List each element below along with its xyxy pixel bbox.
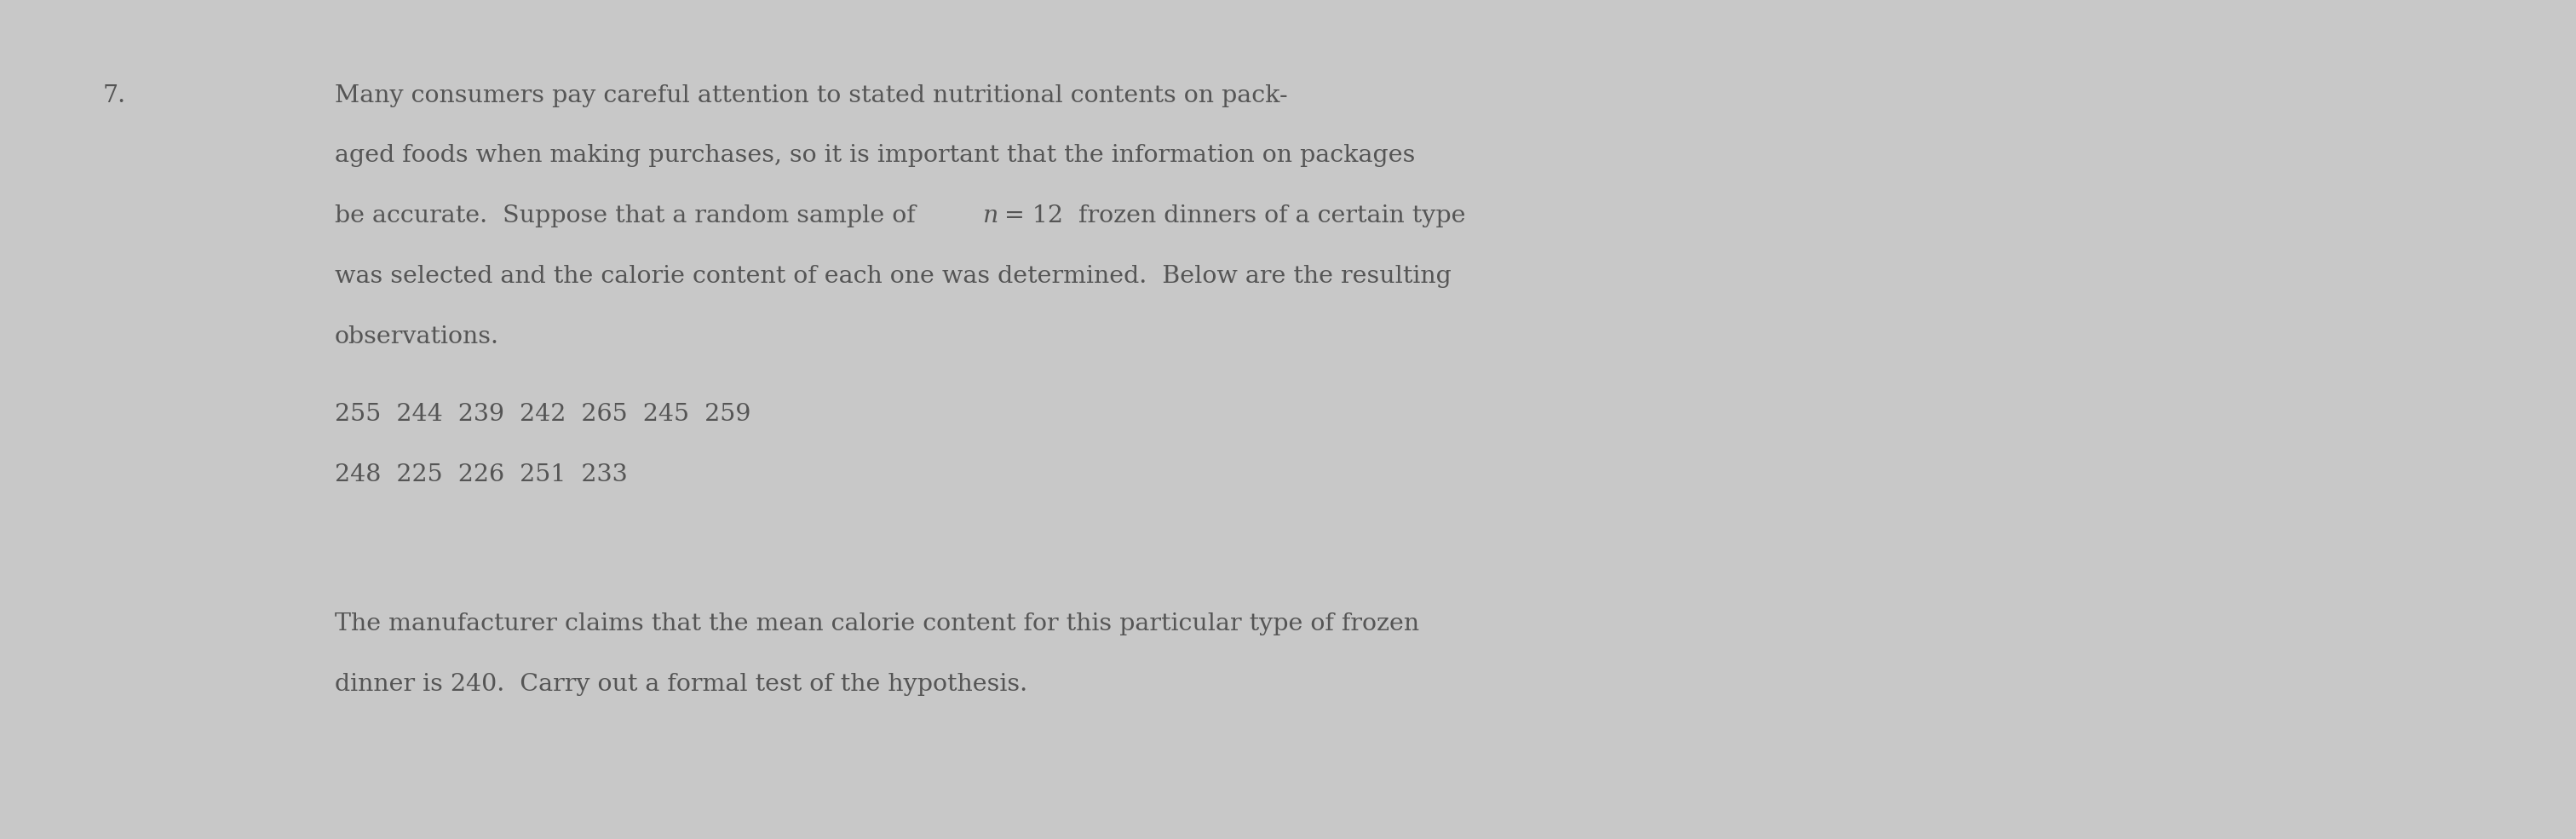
Text: 255  244  239  242  265  245  259: 255 244 239 242 265 245 259	[335, 403, 750, 425]
Text: Many consumers pay careful attention to stated nutritional contents on pack-: Many consumers pay careful attention to …	[335, 84, 1288, 107]
Text: be accurate.  Suppose that a random sample of: be accurate. Suppose that a random sampl…	[335, 205, 930, 227]
Text: dinner is 240.  Carry out a formal test of the hypothesis.: dinner is 240. Carry out a formal test o…	[335, 673, 1028, 696]
Text: = 12  frozen dinners of a certain type: = 12 frozen dinners of a certain type	[997, 205, 1466, 227]
Text: The manufacturer claims that the mean calorie content for this particular type o: The manufacturer claims that the mean ca…	[335, 612, 1419, 635]
Text: aged foods when making purchases, so it is important that the information on pac: aged foods when making purchases, so it …	[335, 144, 1414, 167]
Text: n: n	[981, 205, 999, 227]
Text: 7.: 7.	[103, 84, 126, 107]
Text: observations.: observations.	[335, 326, 500, 348]
Text: was selected and the calorie content of each one was determined.  Below are the : was selected and the calorie content of …	[335, 265, 1450, 288]
Text: 248  225  226  251  233: 248 225 226 251 233	[335, 463, 629, 486]
